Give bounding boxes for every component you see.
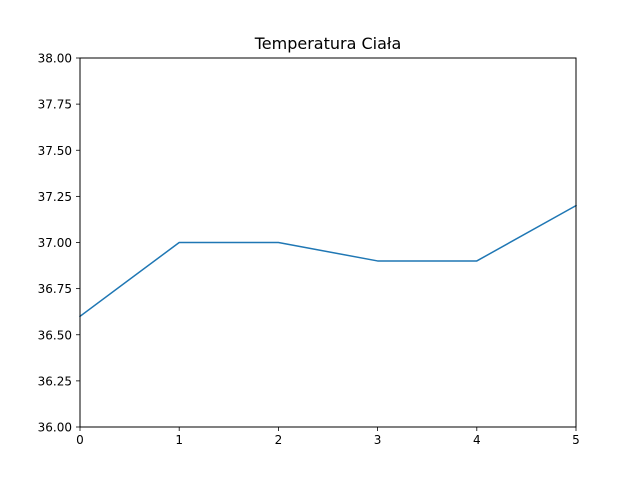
x-axis-ticks: 0 1 2 3 4 5: [76, 427, 580, 447]
x-tick-label: 4: [473, 433, 481, 447]
y-tick-label: 37.75: [38, 98, 72, 112]
y-tick-label: 37.50: [38, 144, 72, 158]
x-tick-label: 2: [275, 433, 283, 447]
y-tick-label: 38.00: [38, 52, 72, 66]
x-tick-label: 5: [572, 433, 580, 447]
series-layer: [78, 204, 578, 318]
x-tick-label: 1: [175, 433, 183, 447]
x-tick-label: 0: [76, 433, 84, 447]
y-tick-label: 36.00: [38, 421, 72, 435]
chart-title: Temperatura Ciała: [254, 34, 402, 53]
y-axis-ticks: 36.00 36.25 36.50 36.75 37.00 37.25 37.50 37.75…: [38, 52, 80, 435]
y-tick-label: 36.50: [38, 328, 72, 342]
y-tick-label: 36.25: [38, 374, 72, 388]
y-tick-label: 37.00: [38, 236, 72, 250]
y-tick-label: 37.25: [38, 190, 72, 204]
y-tick-label: 36.75: [38, 282, 72, 296]
plot-area-frame: [79, 57, 577, 428]
series-line-0: [78, 204, 578, 318]
x-tick-label: 3: [374, 433, 382, 447]
